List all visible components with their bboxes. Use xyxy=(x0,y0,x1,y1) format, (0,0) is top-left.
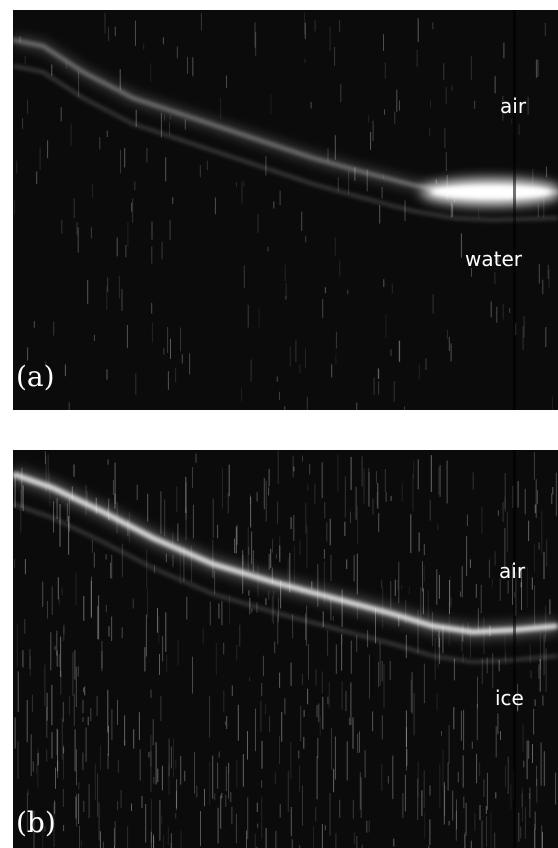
echo-line xyxy=(13,65,558,222)
dark-column xyxy=(513,450,516,848)
dark-column xyxy=(513,10,516,410)
scan-background xyxy=(13,10,558,410)
bright-reflection-core xyxy=(431,186,551,198)
upper-medium-label-b: air xyxy=(499,559,526,583)
scan-image-a xyxy=(13,10,558,410)
lower-medium-label-a: water xyxy=(465,247,522,271)
panel-label-b: (b) xyxy=(16,806,56,839)
echo-line xyxy=(13,503,558,664)
scan-image-b xyxy=(13,450,558,848)
lower-medium-label-b: ice xyxy=(495,686,524,710)
speckle-noise xyxy=(14,12,553,410)
scan-panel-a: air water (a) xyxy=(13,10,558,410)
panel-label-a: (a) xyxy=(16,360,55,393)
scan-panel-b: air ice (b) xyxy=(13,450,558,848)
upper-medium-label-a: air xyxy=(500,94,527,118)
interface-line xyxy=(13,471,558,635)
